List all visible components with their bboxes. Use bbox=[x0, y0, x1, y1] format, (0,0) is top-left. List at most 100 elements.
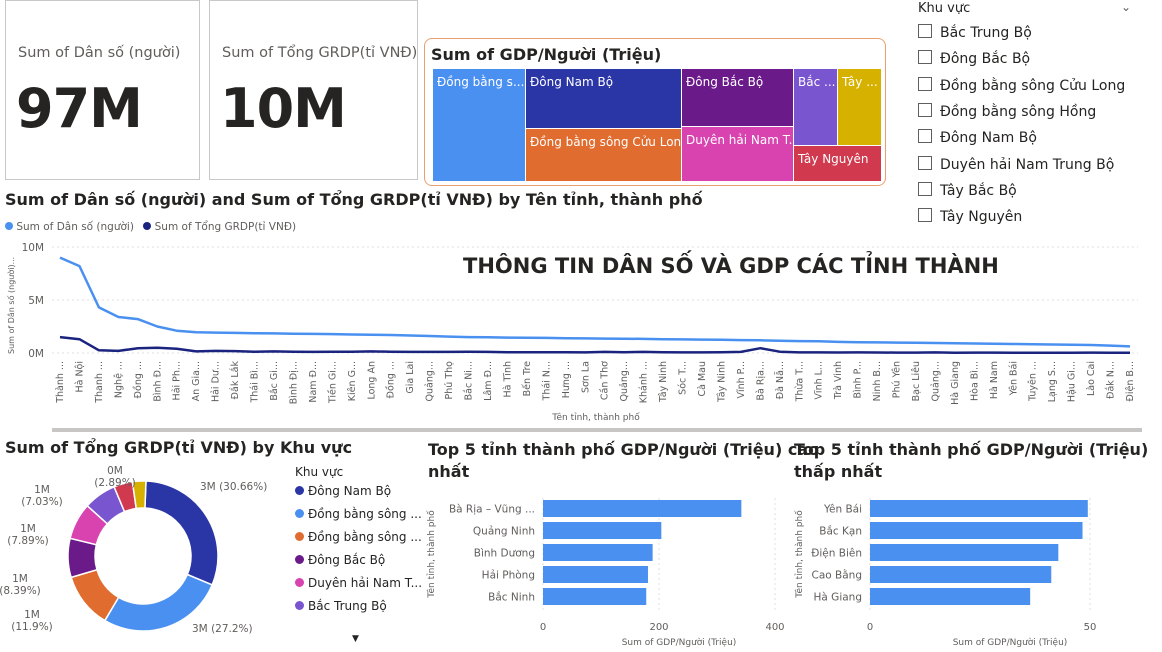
slicer-item[interactable]: Duyên hải Nam Trung Bộ bbox=[918, 155, 1115, 173]
checkbox[interactable] bbox=[918, 155, 932, 170]
x-tick-label: Bạc Liêu bbox=[911, 361, 922, 401]
slicer-item-label: Tây Bắc Bộ bbox=[940, 182, 1017, 199]
y-axis-label: Tên tỉnh, thành phố bbox=[794, 510, 805, 599]
bar[interactable] bbox=[543, 522, 662, 539]
bar[interactable] bbox=[870, 566, 1052, 583]
chevron-down-icon[interactable]: ⌄ bbox=[1121, 0, 1132, 14]
bar[interactable] bbox=[543, 588, 647, 605]
legend-label: Đồng bằng sông ... bbox=[308, 530, 422, 544]
x-tick-label: Đồng ... bbox=[133, 361, 144, 398]
donut-chart[interactable]: 3M (30.66%)3M (27.2%)1M(11.9%)1M(8.39%)1… bbox=[0, 460, 290, 650]
legend-label: Đông Bắc Bộ bbox=[308, 553, 386, 567]
legend-item[interactable]: Đông Nam Bộ bbox=[295, 484, 391, 498]
x-tick-label: Bình P... bbox=[853, 361, 864, 399]
donut-slice[interactable] bbox=[144, 480, 219, 586]
y-axis-label: Sum of Dân số (người)... bbox=[6, 257, 16, 354]
x-tick-label: Bình Đ... bbox=[152, 361, 163, 402]
legend-item[interactable]: Đông Bắc Bộ bbox=[295, 553, 385, 567]
bar[interactable] bbox=[870, 500, 1088, 517]
y-tick-label: Hải Phòng bbox=[482, 570, 535, 582]
bar[interactable] bbox=[543, 544, 653, 561]
treemap-title: Sum of GDP/Người (Triệu) bbox=[431, 45, 662, 64]
donut-data-label: 1M bbox=[34, 484, 50, 496]
x-tick-label: Hải Ph... bbox=[172, 361, 183, 400]
x-tick-label: Hậu Gi... bbox=[1067, 361, 1078, 402]
legend-dot-icon bbox=[295, 532, 304, 541]
legend-item[interactable]: Duyên hải Nam T... bbox=[295, 576, 422, 590]
legend-dot-icon bbox=[295, 555, 304, 564]
donut-data-label: 3M (30.66%) bbox=[200, 481, 267, 493]
y-tick-label: Bắc Ninh bbox=[488, 591, 535, 604]
x-tick-label: Quảng... bbox=[425, 361, 436, 401]
slicer-item[interactable]: Đồng bằng sông Cửu Long bbox=[918, 76, 1125, 94]
legend-item[interactable]: Bắc Trung Bộ bbox=[295, 599, 387, 613]
bar[interactable] bbox=[870, 544, 1059, 561]
bar[interactable] bbox=[870, 522, 1083, 539]
checkbox[interactable] bbox=[918, 24, 932, 38]
x-tick-label: Kiên G... bbox=[347, 361, 358, 401]
slicer-item-label: Tây Nguyên bbox=[940, 209, 1023, 226]
slicer-item-label: Duyên hải Nam Trung Bộ bbox=[940, 156, 1115, 173]
checkbox[interactable] bbox=[918, 76, 932, 91]
treemap-tile[interactable]: Tây Nguyên bbox=[794, 146, 881, 181]
legend-label: Đông Nam Bộ bbox=[308, 484, 392, 498]
x-axis-label: Sum of GDP/Người (Triệu) bbox=[953, 637, 1068, 648]
slicer-item-label: Đông Nam Bộ bbox=[940, 130, 1037, 147]
x-tick-label: Đắk N... bbox=[1106, 361, 1117, 399]
legend-item[interactable]: Đồng bằng sông ... bbox=[295, 507, 422, 521]
donut-slice[interactable] bbox=[131, 480, 147, 510]
x-axis-label: Sum of GDP/Người (Triệu) bbox=[622, 637, 737, 648]
top5-low-bar-chart[interactable]: 0 50 Yên Bái Bắc Kạn Điện Biên Cao Bằng Hà Gia… bbox=[788, 490, 1158, 650]
checkbox[interactable] bbox=[918, 129, 932, 144]
x-tick-label: Hòa Bì... bbox=[969, 361, 980, 401]
legend-dot-icon bbox=[295, 486, 304, 495]
treemap-visual[interactable]: Sum of GDP/Người (Triệu) Đồng bằng s... Đ… bbox=[424, 38, 886, 186]
kpi-card-population[interactable]: Sum of Dân số (người) 97M bbox=[5, 0, 200, 180]
x-tick-label: Phú Thọ bbox=[444, 361, 455, 400]
treemap-tile[interactable]: Đồng bằng s... bbox=[433, 69, 525, 181]
slicer-item[interactable]: Tây Bắc Bộ bbox=[918, 181, 1017, 199]
treemap-tile[interactable]: Tây ... bbox=[838, 69, 881, 145]
x-tick-label: Khánh ... bbox=[639, 361, 650, 403]
slicer-item[interactable]: Đồng bằng sông Hồng bbox=[918, 102, 1096, 120]
slicer-item[interactable]: Đông Bắc Bộ bbox=[918, 50, 1030, 67]
treemap-tile[interactable]: Duyên hải Nam T... bbox=[682, 127, 793, 181]
legend-item[interactable]: Đồng bằng sông ... bbox=[295, 530, 422, 544]
donut-data-label: (11.9%) bbox=[11, 621, 53, 633]
checkbox[interactable] bbox=[918, 181, 932, 196]
legend-series-1[interactable]: Sum of Dân số (người) bbox=[16, 221, 134, 233]
x-tick-label: Long An bbox=[366, 361, 377, 400]
checkbox[interactable] bbox=[918, 208, 932, 223]
x-tick-label: Tây Ninh bbox=[716, 361, 727, 403]
y-tick-label: Điện Biên bbox=[811, 548, 862, 560]
treemap-tile[interactable]: Đông Bắc Bộ bbox=[682, 69, 793, 126]
x-tick-label: Lâm Đ... bbox=[483, 361, 494, 401]
x-tick-label: Thừa T... bbox=[794, 361, 805, 402]
treemap-tile[interactable]: Bắc ... bbox=[794, 69, 837, 145]
x-tick-label: An Gia... bbox=[191, 361, 202, 401]
x-tick-label: Hà Tĩnh bbox=[502, 361, 513, 397]
legend-dot-icon bbox=[5, 222, 13, 230]
top5-high-bar-chart[interactable]: 0 200 400 Bà Rịa – Vũng ... Quảng Ninh Bình D… bbox=[420, 490, 790, 650]
checkbox[interactable] bbox=[918, 50, 932, 65]
treemap-tile[interactable]: Đông Nam Bộ bbox=[526, 69, 681, 128]
kpi-card-grdp[interactable]: Sum of Tổng GRDP(tỉ VNĐ) 10M bbox=[209, 0, 418, 180]
x-tick-label: Hà Nội bbox=[74, 361, 85, 393]
kpi-value: 97M bbox=[16, 77, 143, 140]
slicer-item[interactable]: Tây Nguyên bbox=[918, 208, 1022, 225]
legend-scroll-down-icon[interactable]: ▼ bbox=[352, 634, 359, 644]
checkbox[interactable] bbox=[918, 102, 932, 117]
legend-label: Đồng bằng sông ... bbox=[308, 507, 422, 521]
dashboard-banner: THÔNG TIN DÂN SỐ VÀ GDP CÁC TỈNH THÀNH bbox=[463, 254, 999, 278]
bar[interactable] bbox=[543, 566, 648, 583]
x-tick-label: 400 bbox=[765, 622, 784, 633]
line-chart[interactable]: 0M 5M 10M Sum of Dân số (người)... Thành ...… bbox=[0, 236, 1162, 431]
scrollbar[interactable] bbox=[52, 428, 1142, 432]
legend-series-2[interactable]: Sum of Tổng GRDP(tỉ VNĐ) bbox=[154, 221, 297, 233]
legend-dot-icon bbox=[295, 509, 304, 518]
bar[interactable] bbox=[543, 500, 742, 517]
slicer-item[interactable]: Đông Nam Bộ bbox=[918, 129, 1037, 146]
treemap-tile[interactable]: Đồng bằng sông Cửu Long bbox=[526, 129, 681, 181]
slicer-item[interactable]: Bắc Trung Bộ bbox=[918, 24, 1032, 41]
bar[interactable] bbox=[870, 588, 1031, 605]
